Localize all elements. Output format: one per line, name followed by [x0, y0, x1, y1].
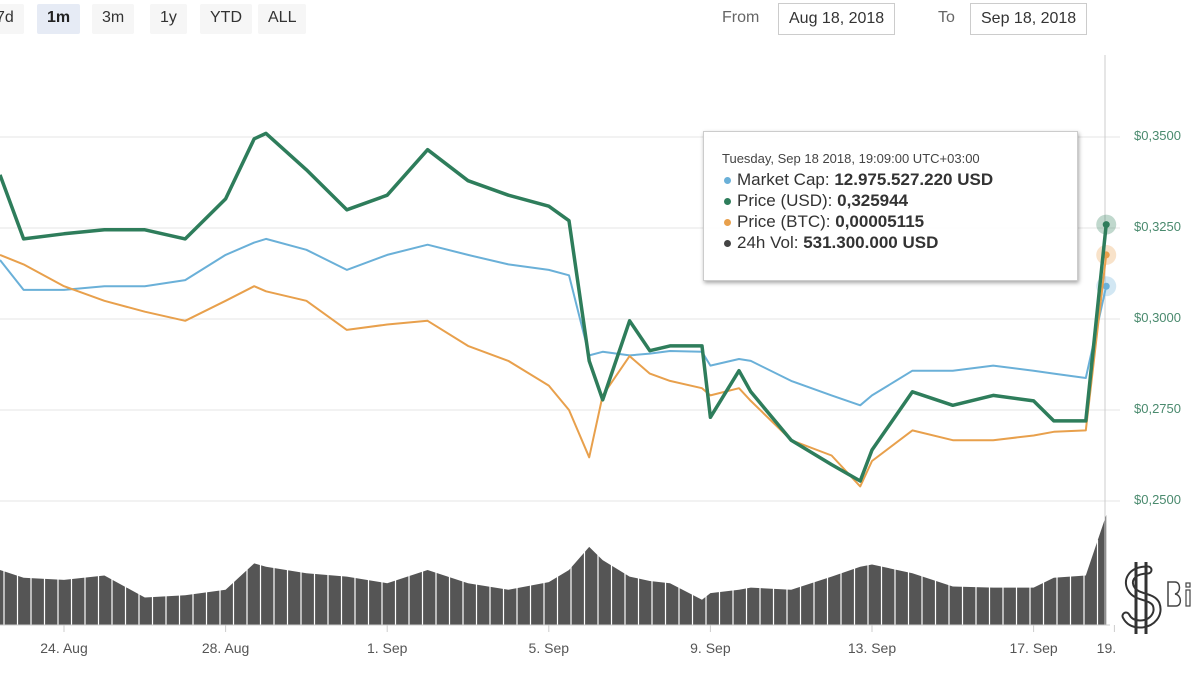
tooltip-value: 531.300.000 USD — [803, 233, 939, 252]
y-tick-label: $0,3250 — [1134, 219, 1181, 234]
tooltip: Tuesday, Sep 18 2018, 19:09:00 UTC+03:00… — [703, 131, 1078, 281]
tooltip-value: 12.975.527.220 USD — [834, 170, 994, 189]
x-tick-label: 28. Aug — [201, 640, 250, 656]
tooltip-label: Price (USD): — [737, 191, 833, 210]
from-date-input[interactable]: Aug 18, 2018 — [778, 3, 896, 35]
series-dot-icon — [724, 177, 731, 185]
series-dot-icon — [724, 219, 731, 227]
y-tick-label: $0,2500 — [1134, 492, 1181, 507]
from-label: From — [722, 9, 760, 26]
x-tick-label: 19. — [1096, 640, 1117, 656]
hover-point — [1102, 282, 1110, 290]
series-line-price-usd- — [0, 131, 1108, 483]
series-line-market-cap — [0, 237, 1108, 407]
series-dot-icon — [724, 240, 731, 248]
range-button-all[interactable]: ALL — [258, 4, 307, 34]
to-date-input[interactable]: Sep 18, 2018 — [970, 3, 1088, 35]
x-tick-label: 24. Aug — [40, 640, 88, 656]
hover-point — [1102, 221, 1110, 229]
y-tick-label: $0,3000 — [1134, 310, 1181, 325]
x-tick-label: 17. Sep — [1009, 640, 1058, 656]
y-tick-label: $0,3500 — [1134, 128, 1181, 143]
x-tick-label: 9. Sep — [690, 640, 731, 656]
series-dot-icon — [724, 198, 731, 206]
range-button-3m[interactable]: 3m — [92, 4, 135, 34]
range-button-1y[interactable]: 1y — [150, 4, 187, 34]
tooltip-value: 0,00005115 — [835, 212, 925, 231]
tooltip-row: Price (USD): 0,325944 — [724, 190, 1077, 211]
x-tick-label: 1. Sep — [366, 640, 408, 656]
range-button-1m[interactable]: 1m — [37, 4, 81, 34]
tooltip-header: Tuesday, Sep 18 2018, 19:09:00 UTC+03:00 — [722, 151, 980, 166]
tooltip-value: 0,325944 — [837, 191, 909, 210]
tooltip-row: Price (BTC): 0,00005115 — [724, 211, 1077, 232]
range-button-7d[interactable]: 7d — [0, 4, 24, 34]
x-tick-label: 13. Sep — [847, 640, 897, 656]
volume-area — [0, 515, 1107, 625]
to-label: To — [938, 9, 955, 26]
tooltip-label: Price (BTC): — [737, 212, 831, 231]
tooltip-row: 24h Vol: 531.300.000 USD — [724, 232, 1077, 253]
range-button-ytd[interactable]: YTD — [200, 4, 252, 34]
tooltip-label: 24h Vol: — [737, 233, 799, 252]
x-tick-label: 5. Sep — [528, 640, 570, 656]
tooltip-row: Market Cap: 12.975.527.220 USD — [724, 169, 1077, 190]
y-tick-label: $0,2750 — [1134, 401, 1181, 416]
tooltip-label: Market Cap: — [737, 170, 830, 189]
bitcoin-logo-watermark — [1121, 562, 1191, 634]
